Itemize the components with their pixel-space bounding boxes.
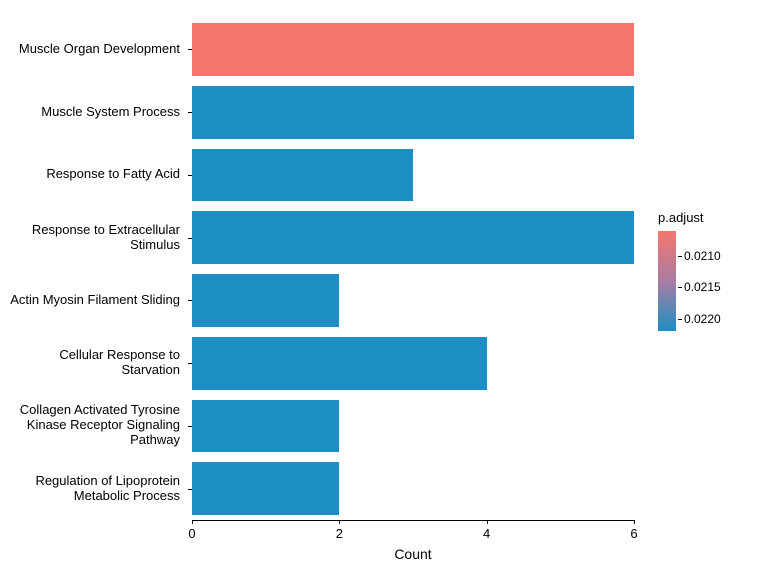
y-category-label: Response to Fatty Acid [0, 149, 186, 202]
y-category-label: Response to ExtracellularStimulus [0, 211, 186, 264]
x-tick-label: 2 [336, 526, 343, 541]
bar [192, 23, 634, 76]
x-tick-label: 0 [188, 526, 195, 541]
bar [192, 400, 339, 453]
y-category-label: Muscle System Process [0, 86, 186, 139]
y-tick-mark [188, 300, 192, 301]
y-category-label: Muscle Organ Development [0, 23, 186, 76]
x-tick-mark [339, 520, 340, 524]
bar [192, 462, 339, 515]
x-tick-mark [487, 520, 488, 524]
legend-title: p.adjust [658, 210, 704, 225]
x-tick-mark [192, 520, 193, 524]
y-category-label: Regulation of LipoproteinMetabolic Proce… [0, 462, 186, 515]
x-axis-title: Count [394, 546, 431, 562]
bar [192, 337, 487, 390]
legend-tick-mark [678, 256, 682, 257]
bar [192, 274, 339, 327]
go-enrichment-bar-chart: 0 2 4 6 Muscle Organ Development Muscle Syst… [0, 0, 761, 578]
x-tick-label: 4 [483, 526, 490, 541]
y-tick-mark [188, 112, 192, 113]
bar [192, 211, 634, 264]
x-tick-label: 6 [630, 526, 637, 541]
y-tick-mark [188, 238, 192, 239]
legend-tick-label: 0.0220 [684, 312, 721, 326]
y-tick-mark [188, 426, 192, 427]
y-tick-mark [188, 363, 192, 364]
x-axis-line [192, 520, 634, 521]
y-tick-mark [188, 489, 192, 490]
legend-tick-label: 0.0210 [684, 249, 721, 263]
color-legend: p.adjust 0.02100.02150.0220 [658, 210, 704, 331]
bar [192, 149, 413, 202]
legend-colorbar [658, 231, 676, 331]
x-tick-mark [634, 520, 635, 524]
y-category-label: Collagen Activated TyrosineKinase Recept… [0, 400, 186, 453]
legend-ticks: 0.0210 0.0215 0.0220 [678, 231, 728, 331]
y-tick-mark [188, 49, 192, 50]
legend-tick-mark [678, 319, 682, 320]
bar [192, 86, 634, 139]
y-tick-mark [188, 175, 192, 176]
legend-tick-mark [678, 287, 682, 288]
y-category-label: Cellular Response toStarvation [0, 337, 186, 390]
legend-tick-label: 0.0215 [684, 280, 721, 294]
y-category-label: Actin Myosin Filament Sliding [0, 274, 186, 327]
